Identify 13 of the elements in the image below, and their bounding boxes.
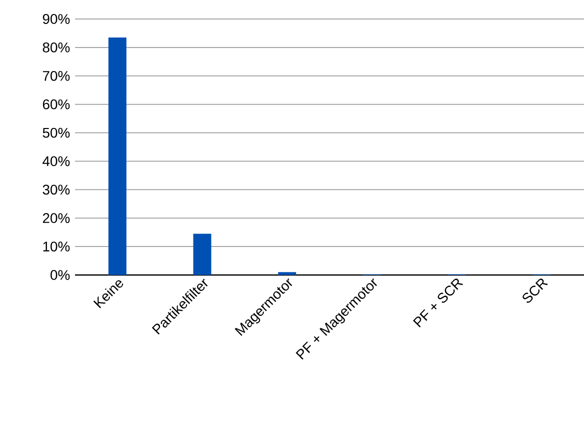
y-tick-label: 40% [42, 156, 70, 166]
y-tick-label: 10% [43, 242, 70, 252]
y-tick-label: 20% [42, 213, 70, 224]
bar [108, 37, 126, 275]
bar [278, 272, 296, 275]
bar [193, 234, 212, 275]
y-tick-label: 70% [42, 70, 70, 81]
y-tick-label: 90% [42, 14, 70, 24]
y-tick-label: 80% [42, 42, 70, 52]
y-tick-label: 50% [42, 128, 70, 138]
y-tick-label: 30% [42, 184, 70, 195]
y-tick-label: 60% [42, 99, 70, 110]
y-tick-label: 0% [50, 270, 70, 280]
